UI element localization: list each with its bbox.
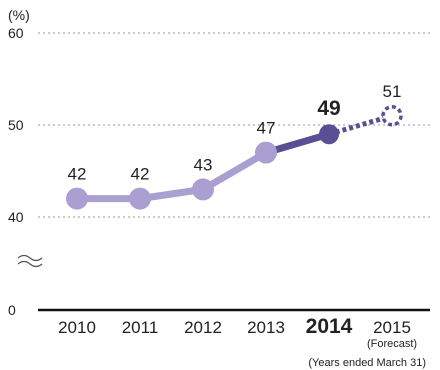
x-tick-label: 2010 bbox=[58, 318, 96, 337]
axis-break-mark bbox=[17, 254, 43, 262]
data-label: 42 bbox=[131, 165, 150, 184]
data-point bbox=[255, 141, 277, 164]
data-label: 42 bbox=[68, 165, 87, 184]
x-tick-label: 2015 bbox=[373, 318, 411, 337]
data-label: 51 bbox=[383, 82, 402, 101]
data-point-forecast bbox=[381, 105, 403, 127]
data-label: 49 bbox=[317, 97, 340, 120]
x-tick-label: 2011 bbox=[122, 318, 159, 337]
y-tick-zero: 0 bbox=[8, 302, 16, 318]
x-tick-sublabel: (Forecast) bbox=[367, 338, 417, 350]
data-point bbox=[66, 187, 88, 210]
data-label: 47 bbox=[257, 119, 276, 138]
data-point bbox=[192, 178, 214, 201]
y-tick-label: 40 bbox=[8, 209, 24, 225]
x-tick-label: 2012 bbox=[184, 318, 222, 337]
data-point bbox=[319, 124, 339, 145]
line-segment bbox=[201, 149, 268, 193]
axis-break-mark bbox=[17, 260, 43, 268]
data-label: 43 bbox=[194, 155, 213, 174]
footnote: (Years ended March 31) bbox=[308, 357, 426, 369]
y-tick-label: 50 bbox=[8, 117, 24, 133]
x-tick-label: 2014 bbox=[306, 315, 353, 338]
y-axis-unit-label: (%) bbox=[8, 7, 30, 23]
forecast-segment bbox=[328, 113, 393, 137]
y-tick-label: 60 bbox=[8, 25, 24, 41]
data-point bbox=[129, 187, 151, 210]
x-tick-label: 2013 bbox=[247, 318, 285, 337]
